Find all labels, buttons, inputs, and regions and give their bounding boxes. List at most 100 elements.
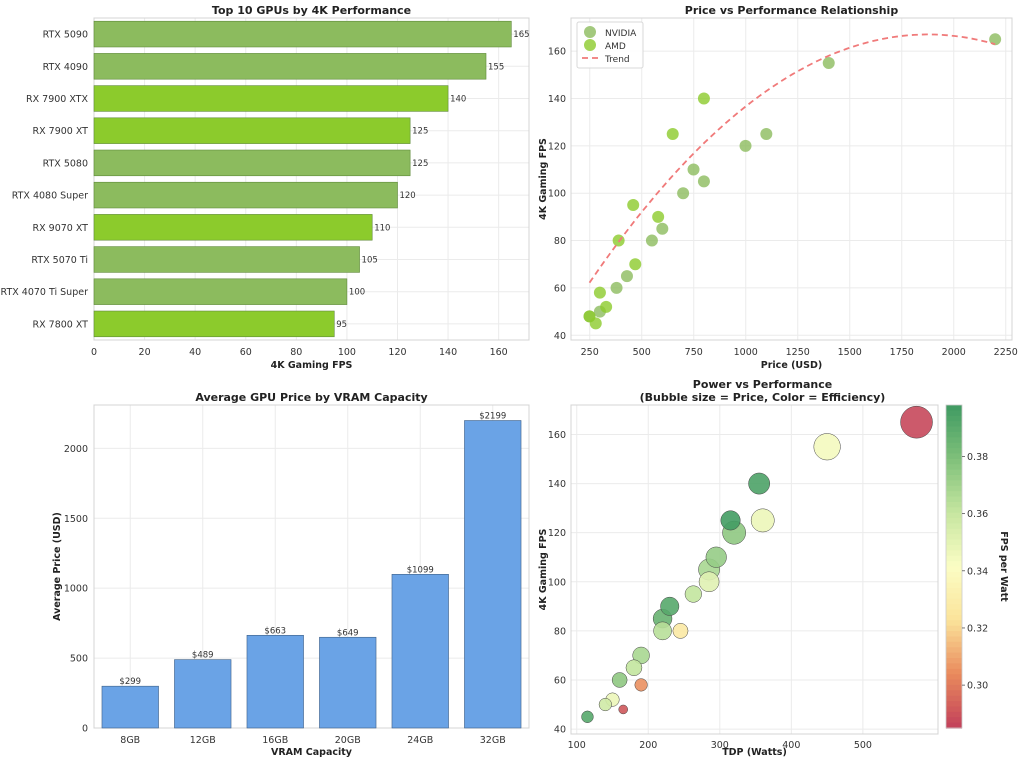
colorbar-segment xyxy=(946,561,962,568)
bar xyxy=(246,634,304,729)
x-tick-label: 500 xyxy=(633,347,651,358)
colorbar-segment xyxy=(946,410,962,417)
x-tick-label: 100 xyxy=(338,347,356,358)
colorbar-segment xyxy=(946,582,962,589)
data-label: $663 xyxy=(264,626,286,636)
scatter-point xyxy=(760,128,773,141)
data-label: $489 xyxy=(192,651,214,661)
data-label: 125 xyxy=(412,159,428,169)
chart-title: Top 10 GPUs by 4K Performance xyxy=(212,4,411,17)
bubble xyxy=(611,672,628,688)
bubble xyxy=(660,596,680,616)
bar xyxy=(93,117,411,144)
y-tick-label: 140 xyxy=(548,94,566,105)
y-tick-label: RX 7900 XTX xyxy=(26,94,88,105)
x-tick-label: 400 xyxy=(782,740,800,751)
colorbar-segment xyxy=(946,701,962,708)
colorbar-segment xyxy=(946,717,962,724)
x-tick-label: 2250 xyxy=(994,347,1018,358)
x-tick-label: 120 xyxy=(388,347,406,358)
y-tick-label: 100 xyxy=(548,189,566,200)
colorbar-segment xyxy=(946,593,962,600)
colorbar-segment xyxy=(946,480,962,487)
bubble xyxy=(698,571,720,593)
x-tick-label: 750 xyxy=(685,347,703,358)
scatter-point xyxy=(656,222,669,235)
y-tick-label: RTX 4080 Super xyxy=(12,191,88,202)
colorbar-tick-label: 0.32 xyxy=(967,623,988,634)
data-label: 140 xyxy=(450,95,466,105)
y-tick-label: 40 xyxy=(554,725,566,736)
legend-marker xyxy=(584,39,596,51)
data-label: $2199 xyxy=(479,412,506,422)
colorbar-segment xyxy=(946,539,962,546)
y-tick-label: RX 7900 XT xyxy=(33,126,89,137)
legend: NVIDIA AMD Trend xyxy=(576,21,644,69)
colorbar-segment xyxy=(946,421,962,428)
x-tick-label: 20 xyxy=(139,347,151,358)
data-label: 120 xyxy=(399,191,415,201)
scatter-point xyxy=(600,300,613,313)
scatter-point xyxy=(989,33,1002,46)
legend-label: NVIDIA xyxy=(605,29,637,39)
colorbar-segment xyxy=(946,679,962,686)
colorbar-segment xyxy=(946,442,962,449)
scatter-point xyxy=(583,310,596,323)
x-axis-label: Price (USD) xyxy=(761,360,822,371)
bar xyxy=(93,85,449,112)
bar xyxy=(464,420,522,729)
colorbar-segment xyxy=(946,426,962,433)
data-label: 110 xyxy=(374,223,390,233)
x-tick-label: 24GB xyxy=(407,735,433,746)
colorbar-segment xyxy=(946,555,962,562)
colorbar-segment xyxy=(946,528,962,535)
y-axis-label: 4K Gaming FPS xyxy=(538,138,549,220)
bar xyxy=(93,310,335,338)
colorbar-segment xyxy=(946,620,962,627)
colorbar-segment xyxy=(946,448,962,455)
colorbar-segment xyxy=(946,534,962,541)
bar xyxy=(93,149,411,177)
data-label: 100 xyxy=(349,288,365,298)
x-tick-label: 1750 xyxy=(890,347,914,358)
scatter-point xyxy=(697,175,710,188)
x-tick-label: 80 xyxy=(290,347,302,358)
scatter-point xyxy=(739,139,752,152)
scatter-point xyxy=(627,199,640,212)
plot-frame xyxy=(570,404,939,735)
y-axis-label: 4K Gaming FPS xyxy=(538,528,549,610)
colorbar-segment xyxy=(946,604,962,611)
x-tick-label: 140 xyxy=(439,347,457,358)
x-tick-label: 160 xyxy=(490,347,508,358)
bar xyxy=(174,659,232,729)
colorbar-segment xyxy=(946,415,962,422)
bar xyxy=(101,685,159,729)
colorbar-segment xyxy=(946,598,962,605)
bar xyxy=(93,181,398,209)
x-axis-label: VRAM Capacity xyxy=(271,747,353,758)
colorbar-segment xyxy=(946,507,962,514)
colorbar-segment xyxy=(946,464,962,471)
y-tick-label: RTX 5070 Ti xyxy=(31,255,88,266)
colorbar-segment xyxy=(946,518,962,525)
y-tick-label: RX 7800 XT xyxy=(33,319,89,330)
plot-frame xyxy=(570,17,1013,341)
bar xyxy=(319,636,377,729)
data-label: $1099 xyxy=(407,565,434,575)
colorbar: 0.30 0.32 0.34 0.36 0.38 FPS per Watt xyxy=(945,404,1009,729)
bubble xyxy=(720,510,741,531)
y-tick-label: 60 xyxy=(554,283,566,294)
x-tick-label: 40 xyxy=(189,347,201,358)
y-tick-label: 1000 xyxy=(64,584,88,595)
colorbar-label: FPS per Watt xyxy=(998,531,1009,602)
x-tick-label: 2000 xyxy=(942,347,966,358)
y-tick-label: 140 xyxy=(548,479,566,490)
data-label: 155 xyxy=(488,62,504,72)
y-tick-label: 120 xyxy=(548,141,566,152)
colorbar-segment xyxy=(946,625,962,632)
bubble xyxy=(813,433,841,461)
plot-frame xyxy=(93,404,530,729)
colorbar-tick-label: 0.34 xyxy=(967,566,988,577)
data-label: 125 xyxy=(412,127,428,137)
